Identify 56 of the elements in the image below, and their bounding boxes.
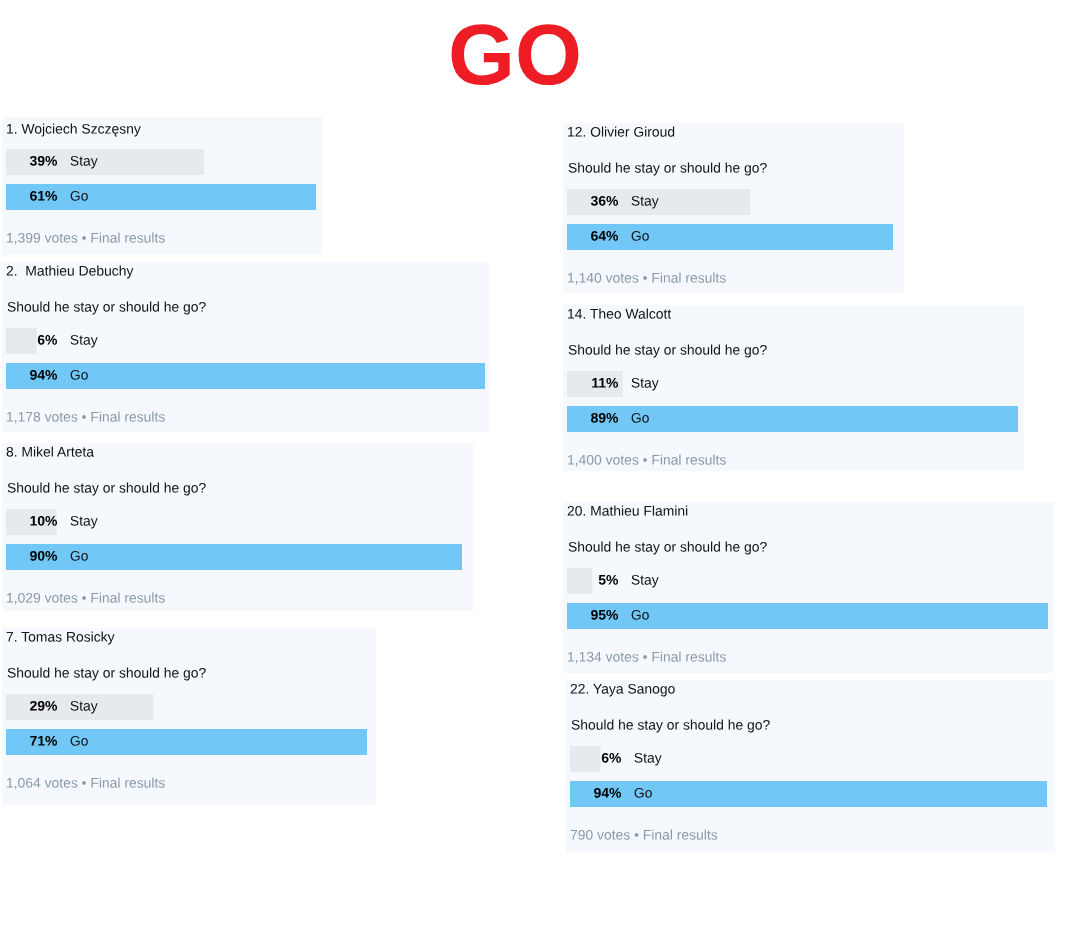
chart-title: 22. Yaya Sanogo bbox=[570, 683, 675, 697]
chart-title: 7. Tomas Rosicky bbox=[6, 631, 115, 645]
chart-title: 14. Theo Walcott bbox=[568, 308, 672, 319]
text: 1,134 votes • Final results bbox=[568, 651, 726, 664]
text: 1,400 votes • Final results bbox=[568, 454, 726, 467]
y-tick-label: Stay bbox=[70, 700, 98, 714]
text: 1,064 votes • Final results bbox=[7, 777, 165, 790]
y-tick-label: Go bbox=[634, 787, 652, 798]
text: 1,140 votes • Final results bbox=[568, 272, 726, 285]
chart-subtitle: Should he stay or should he go? bbox=[568, 344, 767, 358]
data-label: 6% bbox=[37, 334, 58, 345]
data-label: 71% bbox=[30, 735, 58, 746]
y-tick-label: Stay bbox=[70, 334, 98, 348]
chart-subtitle: Should he stay or should he go? bbox=[7, 301, 206, 315]
y-tick-label: Go bbox=[70, 369, 88, 380]
text: 1,399 votes • Final results bbox=[7, 232, 165, 245]
chart-subtitle: Should he stay or should he go? bbox=[568, 541, 767, 555]
y-tick-label: Go bbox=[70, 190, 88, 201]
text: 1,029 votes • Final results bbox=[7, 592, 165, 605]
data-label: 61% bbox=[30, 190, 58, 201]
chart-title: 8. Mikel Arteta bbox=[6, 446, 94, 457]
data-label: 90% bbox=[30, 550, 58, 561]
y-tick-label: Stay bbox=[631, 195, 659, 209]
text: 790 votes • Final results bbox=[570, 829, 718, 840]
data-label: 64% bbox=[591, 230, 619, 241]
data-label: 29% bbox=[30, 700, 58, 711]
chart-subtitle: Should he stay or should he go? bbox=[7, 667, 206, 681]
data-label: 10% bbox=[30, 515, 58, 526]
data-label: 89% bbox=[591, 412, 619, 423]
data-label: 6% bbox=[601, 752, 622, 763]
y-tick-label: Go bbox=[70, 550, 88, 561]
chart-subtitle: Should he stay or should he go? bbox=[571, 719, 770, 733]
y-tick-label: Go bbox=[631, 412, 649, 423]
data-label: 5% bbox=[598, 574, 619, 585]
data-label: 39% bbox=[29, 155, 58, 166]
chart-title: 12. Olivier Giroud bbox=[568, 126, 675, 137]
text: GO bbox=[451, 24, 579, 86]
y-tick-label: Go bbox=[70, 735, 88, 746]
y-tick-label: Stay bbox=[70, 515, 98, 529]
text: 1,178 votes • Final results bbox=[7, 411, 165, 424]
y-tick-label: Stay bbox=[631, 377, 659, 391]
y-tick-label: Go bbox=[631, 609, 649, 620]
data-label: 95% bbox=[591, 609, 619, 620]
data-label: 94% bbox=[594, 787, 622, 798]
data-label: 94% bbox=[30, 369, 58, 380]
data-label: 11% bbox=[592, 377, 619, 388]
chart-subtitle: Should he stay or should he go? bbox=[568, 162, 767, 176]
chart-title: 20. Mathieu Flamini bbox=[567, 505, 688, 516]
chart-subtitle: Should he stay or should he go? bbox=[7, 482, 206, 496]
y-tick-label: Stay bbox=[634, 752, 662, 766]
y-tick-label: Go bbox=[631, 230, 649, 241]
chart-title: 1. Wojciech Szczęsny bbox=[7, 123, 141, 137]
y-tick-label: Stay bbox=[70, 155, 98, 169]
y-tick-label: Stay bbox=[631, 574, 659, 588]
chart-title: 2. Mathieu Debuchy bbox=[6, 265, 134, 279]
data-label: 36% bbox=[590, 195, 619, 206]
